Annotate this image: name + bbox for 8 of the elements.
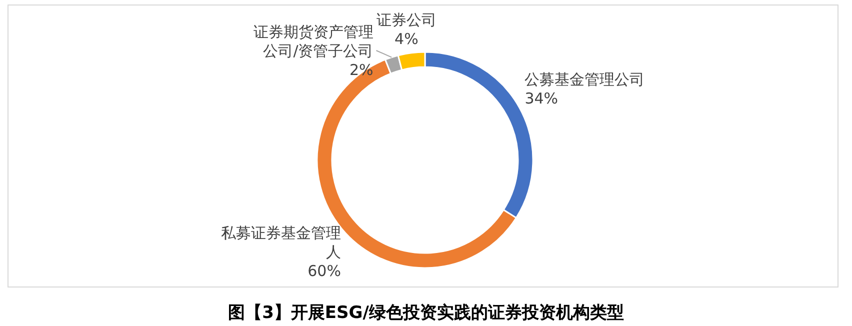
data-label: 60% xyxy=(308,262,341,280)
slice-label: 公募基金管理公司 xyxy=(524,70,645,89)
slice-label: 证券期货资产管理公司/资管子公司 xyxy=(253,23,374,60)
data-label: 34% xyxy=(524,90,558,108)
slice-label: 私募证券基金管理人 xyxy=(220,224,341,261)
data-label: 4% xyxy=(394,30,418,48)
text: 图【3】开展ESG/绿色投资实践的证券投资机构类型 xyxy=(228,303,624,323)
slice-label: 证券公司 xyxy=(376,11,436,29)
